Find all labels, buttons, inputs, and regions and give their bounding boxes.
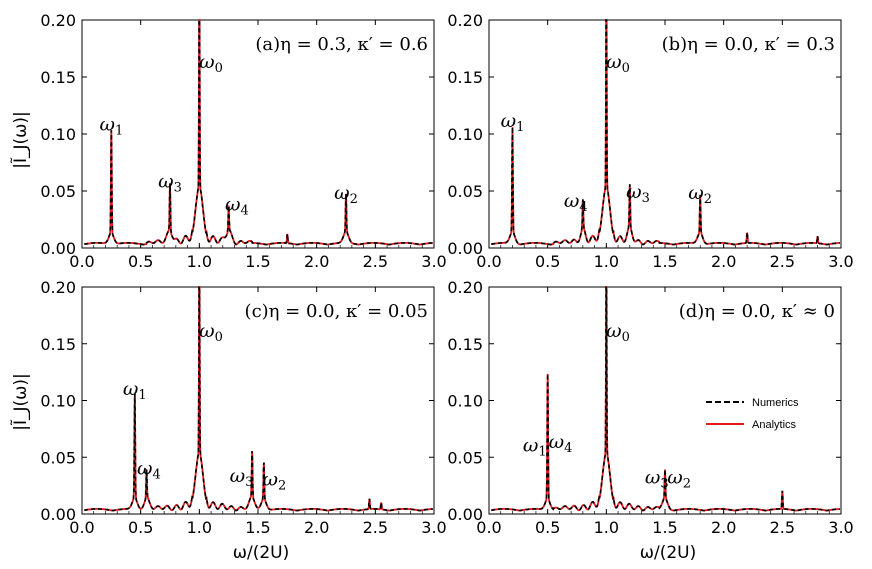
panel-c: 0.0 0.5 1.0 1.5 2.0 2.5 3.0 0.00 0.05 0.10 0.15 0.2… bbox=[40, 278, 446, 537]
x-tick-label: 1.5 bbox=[245, 252, 270, 271]
peak-annotation: ω2 bbox=[334, 182, 358, 207]
y-tick-label: 0.20 bbox=[447, 11, 483, 30]
x-tick-label: 3.0 bbox=[828, 518, 853, 537]
panel-title: (c)η = 0.0, κ′ = 0.05 bbox=[245, 301, 428, 322]
x-axis-label-right: ω/(2U) bbox=[640, 543, 697, 563]
x-tick-label: 3.0 bbox=[421, 518, 446, 537]
x-tick-label: 1.5 bbox=[652, 518, 677, 537]
numerics-curve bbox=[491, 286, 841, 512]
x-tick-label: 0.0 bbox=[476, 518, 501, 537]
peak-annotation: ω4 bbox=[225, 193, 249, 218]
y-tick-label: 0.15 bbox=[40, 335, 76, 354]
peak-annotation: ω0 bbox=[199, 320, 223, 345]
x-tick-label: 2.0 bbox=[304, 252, 329, 271]
x-tick-label: 0.0 bbox=[476, 252, 501, 271]
numerics-curve bbox=[491, 19, 840, 246]
y-axis-label-top: |Ĩ_J(ω)| bbox=[9, 111, 31, 168]
y-tick-label: 0.05 bbox=[447, 182, 483, 201]
x-tick-label: 2.0 bbox=[711, 252, 736, 271]
panel-a: 0.0 0.5 1.0 1.5 2.0 2.5 3.0 0.00 0.05 0.10 0.15 0.2… bbox=[40, 11, 446, 271]
panel-title: (d)η = 0.0, κ′ ≈ 0 bbox=[679, 301, 835, 322]
x-tick-label: 3.0 bbox=[421, 252, 446, 271]
x-tick-label: 0.5 bbox=[128, 518, 153, 537]
peak-annotation: ω3 bbox=[626, 181, 650, 206]
y-tick-label: 0.20 bbox=[447, 278, 483, 297]
peak-annotation: ω4 bbox=[564, 190, 588, 215]
numerics-curve bbox=[84, 19, 433, 246]
y-tick-label: 0.20 bbox=[40, 278, 76, 297]
peak-annotation: ω1 bbox=[99, 114, 123, 139]
y-tick-label: 0.00 bbox=[40, 239, 76, 258]
y-tick-label: 0.00 bbox=[40, 505, 76, 524]
legend-numerics-label: Numerics bbox=[752, 397, 799, 409]
legend: Numerics Analytics bbox=[706, 397, 799, 431]
x-axis-label-left: ω/(2U) bbox=[233, 543, 290, 563]
x-tick-label: 0.0 bbox=[69, 518, 94, 537]
x-tick-label: 1.0 bbox=[594, 252, 619, 271]
y-tick-label: 0.10 bbox=[40, 392, 76, 411]
peak-annotation: ω4 bbox=[549, 431, 573, 456]
x-tick-label: 2.0 bbox=[304, 518, 329, 537]
peak-annotation: ω0 bbox=[606, 320, 630, 345]
y-tick-label: 0.15 bbox=[447, 335, 483, 354]
x-tick-label: 0.5 bbox=[535, 518, 560, 537]
peak-annotation: ω1 bbox=[523, 435, 547, 460]
y-tick-label: 0.05 bbox=[40, 448, 76, 467]
y-tick-label: 0.00 bbox=[447, 505, 483, 524]
peak-annotation: ω2 bbox=[667, 466, 691, 491]
peak-annotation: ω2 bbox=[688, 182, 712, 207]
x-tick-label: 2.5 bbox=[770, 252, 795, 271]
y-axis-label-bottom: |Ĩ_J(ω)| bbox=[9, 373, 31, 430]
x-tick-label: 2.5 bbox=[770, 518, 795, 537]
x-tick-label: 1.0 bbox=[187, 518, 212, 537]
peak-annotation: ω3 bbox=[158, 171, 182, 196]
panel-title: (b)η = 0.0, κ′ = 0.3 bbox=[662, 34, 835, 55]
x-tick-label: 2.0 bbox=[711, 518, 736, 537]
peak-annotation: ω0 bbox=[606, 51, 630, 76]
legend-analytics-label: Analytics bbox=[752, 419, 797, 431]
peak-annotation: ω1 bbox=[501, 110, 525, 135]
panel-title: (a)η = 0.3, κ′ = 0.6 bbox=[255, 34, 428, 55]
peak-annotation: ω1 bbox=[123, 378, 147, 403]
peak-annotation: ω4 bbox=[137, 457, 161, 482]
x-tick-label: 0.5 bbox=[535, 252, 560, 271]
y-tick-label: 0.15 bbox=[447, 68, 483, 87]
x-tick-label: 0.0 bbox=[69, 252, 94, 271]
x-tick-label: 1.0 bbox=[594, 518, 619, 537]
x-tick-label: 0.5 bbox=[128, 252, 153, 271]
y-tick-label: 0.20 bbox=[40, 11, 76, 30]
x-tick-label: 1.5 bbox=[245, 518, 270, 537]
x-tick-label: 2.5 bbox=[363, 252, 388, 271]
y-tick-label: 0.15 bbox=[40, 68, 76, 87]
y-tick-label: 0.05 bbox=[447, 448, 483, 467]
numerics-curve bbox=[84, 286, 434, 512]
panel-b: 0.0 0.5 1.0 1.5 2.0 2.5 3.0 0.00 0.05 0.10 0.15 0.2… bbox=[447, 11, 853, 271]
x-tick-label: 2.5 bbox=[363, 518, 388, 537]
peak-annotation: ω2 bbox=[263, 469, 287, 494]
y-tick-label: 0.05 bbox=[40, 182, 76, 201]
peak-annotation: ω0 bbox=[199, 51, 223, 76]
peak-annotation: ω3 bbox=[230, 465, 254, 490]
x-tick-label: 1.5 bbox=[652, 252, 677, 271]
y-tick-label: 0.10 bbox=[447, 392, 483, 411]
y-tick-label: 0.00 bbox=[447, 239, 483, 258]
x-tick-label: 3.0 bbox=[828, 252, 853, 271]
y-tick-label: 0.10 bbox=[40, 125, 76, 144]
y-tick-label: 0.10 bbox=[447, 125, 483, 144]
x-tick-label: 1.0 bbox=[187, 252, 212, 271]
